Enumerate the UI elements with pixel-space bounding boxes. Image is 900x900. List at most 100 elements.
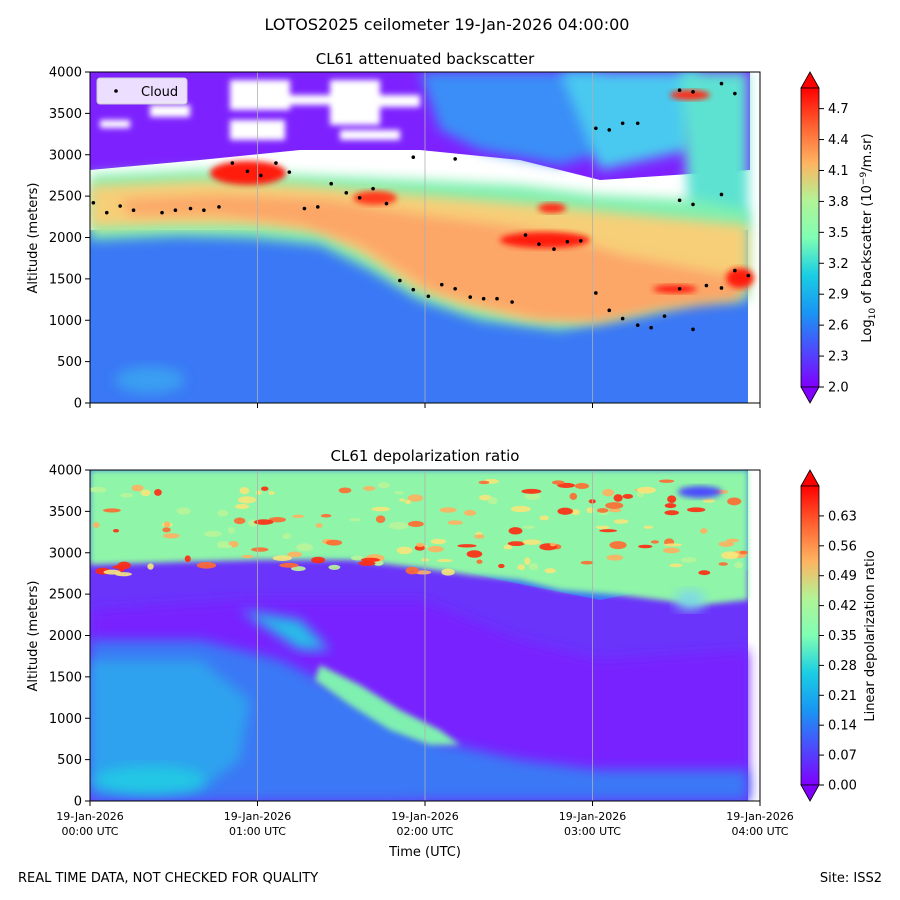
y-tick-label: 2500: [49, 190, 82, 205]
x-tick-time: 00:00 UTC: [61, 825, 118, 838]
depol-noise: [580, 560, 594, 565]
depol-noise: [667, 495, 677, 503]
depol-noise: [233, 517, 246, 525]
depol-noise: [700, 528, 708, 534]
depol-noise: [261, 486, 269, 491]
cloud-point: [649, 325, 653, 330]
cloud-point: [733, 268, 737, 273]
depol-noise: [93, 522, 100, 528]
cloud-point: [274, 161, 278, 165]
depol-noise: [613, 494, 623, 502]
cloud-point: [411, 155, 416, 160]
depolarization-title: CL61 depolarization ratio: [331, 447, 520, 465]
depol-noise: [408, 520, 424, 528]
depol-noise: [241, 554, 254, 558]
depol-noise: [253, 519, 274, 525]
backscatter-x-ticks: [89, 403, 761, 408]
cloud-point: [607, 308, 612, 313]
y-tick-label: 1500: [49, 272, 82, 287]
colorbar-tick-label: 0.49: [828, 569, 857, 584]
cloud-point: [691, 90, 695, 94]
cloud-legend[interactable]: Cloud: [96, 77, 188, 105]
colorbar-tick-label: 0.14: [828, 719, 857, 734]
cloud-point: [371, 186, 375, 191]
depol-noise: [296, 543, 314, 552]
depol-noise: [544, 568, 556, 574]
cloud-point: [188, 206, 193, 211]
colorbar-tick-label: 0.07: [828, 749, 857, 764]
cloud-point: [578, 239, 583, 243]
cloud-point: [523, 233, 528, 237]
cloud-point: [344, 191, 349, 195]
site-label: Site: ISS2: [820, 871, 882, 886]
depol-noise: [466, 550, 483, 558]
depol-noise: [650, 540, 659, 544]
depol-noise: [476, 559, 483, 564]
cloud-points: [91, 81, 751, 332]
cloud-point: [565, 239, 570, 244]
cloud-point: [510, 300, 514, 304]
cloud-point: [481, 296, 486, 301]
depol-noise: [404, 499, 412, 505]
depol-noise: [605, 502, 624, 510]
y-tick-label: 1000: [49, 314, 82, 329]
depol-noise: [664, 510, 679, 516]
cloud-point: [230, 161, 235, 165]
depol-noise: [430, 538, 447, 545]
depol-noise: [103, 508, 121, 513]
cloud-point: [202, 208, 206, 212]
depol-noise: [669, 563, 683, 568]
depol-noise: [228, 527, 235, 534]
depol-noise: [394, 491, 404, 495]
depol-noise: [163, 521, 171, 528]
depol-noise: [595, 525, 610, 530]
cloud-point: [635, 121, 640, 126]
depol-noise: [441, 568, 455, 576]
depol-noise: [726, 538, 740, 543]
x-tick-date: 19-Jan-2026: [391, 810, 459, 823]
depol-noise: [371, 506, 391, 512]
cloud-legend-marker: [114, 89, 118, 93]
cloud-point: [537, 242, 541, 246]
x-tick-time: 02:00 UTC: [396, 825, 453, 838]
depol-noise: [574, 483, 589, 490]
cloud-point: [691, 202, 695, 207]
depol-noise: [405, 566, 419, 575]
depol-noise: [606, 554, 623, 561]
depol-noise: [503, 544, 513, 550]
backscatter-ylabel: Altitude (meters): [26, 183, 41, 294]
depol-noise: [291, 566, 306, 572]
y-tick-label: 3000: [49, 546, 82, 561]
colorbar-tick-label: 2.0: [828, 381, 849, 396]
cloud-point: [719, 286, 724, 290]
depolarization-panel: CL61 depolarization ratio: [26, 447, 878, 860]
figure-title: LOTOS2025 ceilometer 19-Jan-2026 04:00:0…: [265, 15, 630, 34]
depol-noise: [234, 504, 250, 510]
depol-noise: [237, 496, 257, 504]
backscatter-panel: CL61 attenuated backscatter: [26, 50, 878, 412]
depol-noise: [686, 507, 706, 513]
depol-noise: [268, 516, 286, 523]
colorbar-tick-label: 0.00: [828, 779, 857, 794]
depol-noise: [498, 563, 505, 569]
cloud-point: [704, 283, 709, 288]
depol-noise: [487, 496, 498, 505]
cloud-point: [131, 208, 136, 212]
depol-noise: [131, 484, 144, 492]
cloud-point: [217, 205, 221, 209]
depol-noise: [360, 557, 380, 562]
cloud-point: [329, 181, 334, 186]
depol-noise: [718, 541, 735, 547]
depol-noise: [162, 527, 171, 533]
cloud-point: [245, 169, 250, 174]
depol-noise: [396, 546, 413, 555]
depol-noise: [739, 550, 748, 555]
y-tick-label: 500: [57, 355, 82, 370]
cloud-point: [620, 316, 625, 321]
depol-noise: [680, 557, 697, 563]
cloud-point: [620, 121, 625, 126]
depol-noise: [664, 503, 677, 509]
depol-noise: [338, 487, 352, 494]
colorbar-tick-label: 4.4: [828, 133, 849, 148]
depol-noise: [255, 490, 262, 495]
